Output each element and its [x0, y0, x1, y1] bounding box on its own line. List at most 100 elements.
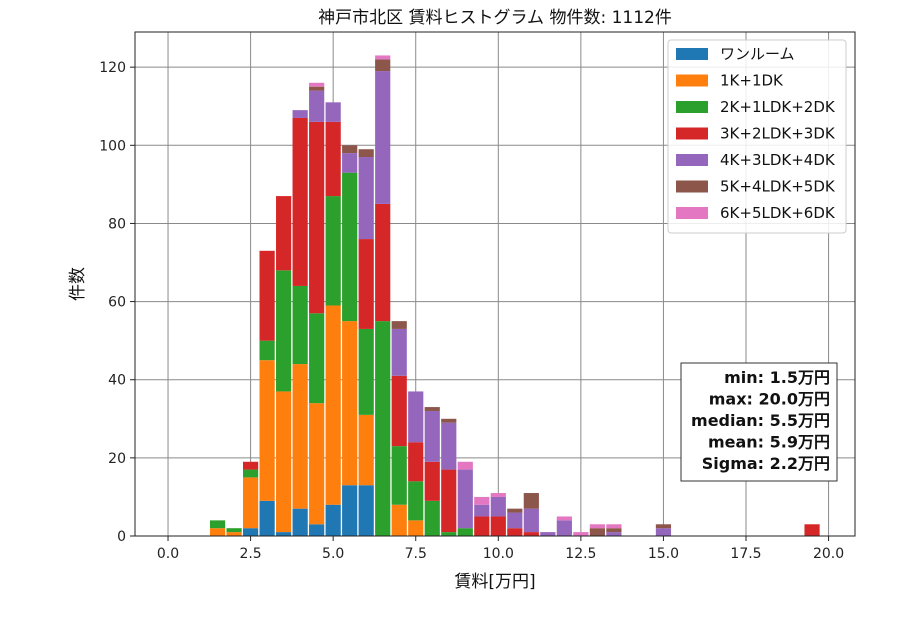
bar-segment — [342, 153, 358, 173]
legend-frame — [667, 39, 847, 234]
bar-segment — [589, 524, 605, 529]
y-tick-label: 120 — [99, 60, 126, 76]
legend-swatch — [676, 101, 708, 113]
bar-segment — [490, 493, 506, 497]
bar-segment — [243, 469, 259, 478]
y-tick-label: 0 — [117, 529, 126, 545]
bar-segment — [358, 485, 374, 536]
bar-segment — [375, 71, 391, 204]
legend-label: 6K+5LDK+6DK — [720, 204, 836, 222]
bar-segment — [556, 516, 572, 521]
legend-swatch — [676, 180, 708, 193]
bar-segment — [507, 528, 523, 536]
bar-segment — [375, 59, 391, 72]
y-tick-label: 80 — [108, 216, 126, 232]
bar-segment — [457, 469, 473, 529]
bar-segment — [457, 461, 473, 470]
x-tick-label: 7.5 — [405, 546, 427, 562]
chart-title: 神戸市北区 賃料ヒストグラム 物件数: 1112件 — [318, 8, 672, 28]
bar-segment — [523, 532, 539, 536]
legend-swatch — [676, 127, 708, 140]
x-tick-label: 5.0 — [322, 546, 344, 562]
bar-segment — [358, 157, 374, 240]
bar-segment — [408, 520, 424, 536]
bar-segment — [490, 496, 506, 517]
bar-segment — [540, 532, 556, 536]
bar-segment — [474, 516, 490, 536]
bar-segment — [243, 528, 259, 536]
bar-segment — [309, 524, 325, 536]
x-tick-label: 12.5 — [565, 546, 596, 562]
stats-box: min: 1.5万円 max: 20.0万円 median: 5.5万円 mean: … — [680, 362, 838, 482]
y-axis-label: 件数 — [68, 267, 88, 301]
bar-segment — [243, 477, 259, 529]
bar-segment — [391, 321, 407, 329]
bar-segment — [325, 504, 341, 536]
bar-segment — [655, 524, 672, 529]
bar-segment — [424, 500, 440, 536]
x-axis-ticks: 0.0 2.5 5.0 7.5 10.0 12.5 15.0 17.5 20.0 — [157, 536, 844, 562]
bar-segment — [276, 391, 292, 533]
bar-segment — [243, 461, 259, 470]
bar-segment — [573, 532, 589, 536]
bar-segment — [226, 532, 242, 536]
bar-segment — [457, 528, 473, 536]
bar-segment — [309, 82, 325, 87]
bar-segment — [474, 504, 490, 517]
x-tick-label: 2.5 — [239, 546, 261, 562]
bar-segment — [342, 172, 358, 322]
bar-segment — [276, 270, 292, 392]
bar-segment — [358, 328, 374, 415]
x-axis-label: 賃料[万円] — [454, 572, 535, 592]
y-tick-label: 60 — [108, 295, 126, 311]
bar-segment — [606, 524, 622, 529]
bar-segment — [259, 340, 275, 361]
bar-segment — [292, 117, 308, 286]
bar-segment — [441, 469, 457, 533]
bar-segment — [358, 414, 374, 486]
bar-segment — [292, 285, 308, 365]
bar-stacks — [209, 55, 820, 536]
x-tick-label: 17.5 — [730, 546, 761, 562]
bar-segment — [507, 508, 523, 513]
bar-segment — [589, 528, 605, 536]
bar-segment — [375, 321, 391, 536]
bar-segment — [441, 532, 457, 536]
legend-label: 4K+3LDK+4DK — [720, 151, 836, 169]
legend-swatch — [676, 74, 708, 87]
bar-segment — [309, 403, 325, 525]
bar-segment — [408, 481, 424, 521]
bar-segment — [606, 532, 622, 536]
bar-segment — [292, 508, 308, 536]
bar-segment — [342, 485, 358, 536]
bar-segment — [523, 508, 539, 533]
bar-segment — [325, 102, 341, 122]
bar-segment — [606, 528, 622, 533]
bar-segment — [375, 55, 391, 60]
bar-segment — [804, 524, 820, 536]
stats-line: median: 5.5万円 — [691, 411, 830, 430]
legend-swatch — [676, 48, 708, 60]
bar-segment — [391, 446, 407, 505]
legend: ワンルーム 1K+1DK 2K+1LDK+2DK 3K+2LDK+3DK 4K+3LDK… — [667, 39, 847, 234]
bar-segment — [441, 418, 457, 423]
bar-segment — [391, 328, 407, 376]
bar-segment — [523, 493, 539, 509]
bar-segment — [490, 516, 506, 536]
bar-segment — [292, 364, 308, 509]
bar-segment — [408, 391, 424, 443]
bar-segment — [408, 442, 424, 482]
bar-segment — [259, 360, 275, 501]
bar-segment — [441, 422, 457, 470]
x-tick-label: 15.0 — [648, 546, 679, 562]
bar-segment — [342, 321, 358, 486]
bar-segment — [209, 520, 226, 529]
y-axis-ticks: 0 20 40 60 80 100 120 — [99, 60, 135, 545]
bar-segment — [358, 239, 374, 329]
bar-segment — [474, 496, 490, 505]
stats-line: min: 1.5万円 — [724, 368, 830, 387]
legend-swatch — [676, 154, 708, 166]
plot-frame — [134, 31, 856, 537]
x-tick-label: 0.0 — [157, 546, 179, 562]
